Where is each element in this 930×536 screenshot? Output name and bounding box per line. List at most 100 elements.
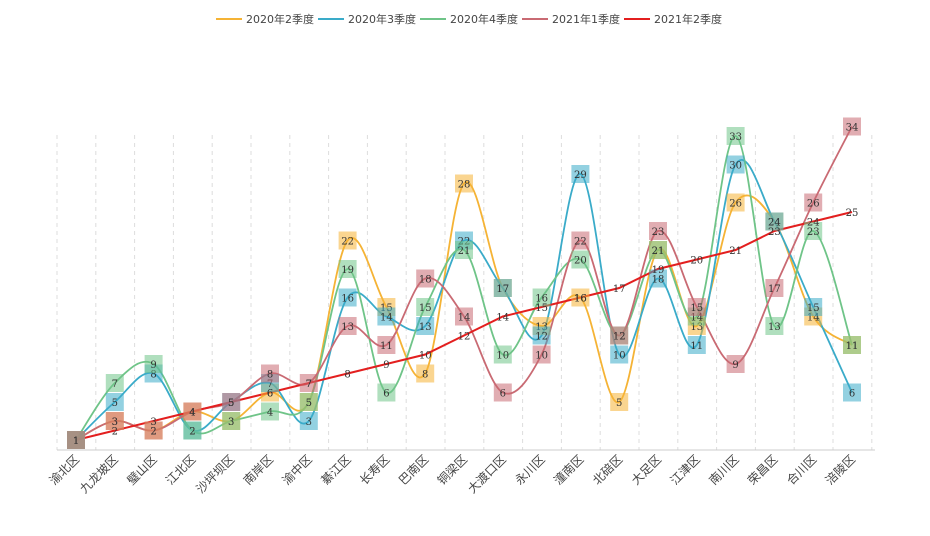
data-label-text: 10 (419, 351, 432, 362)
data-label-text: 12 (458, 332, 471, 343)
data-label-box (571, 250, 590, 269)
data-label-box (765, 279, 784, 297)
data-label: 6 (377, 383, 396, 402)
data-label-box (610, 393, 629, 411)
data-label-text: 11 (846, 341, 859, 352)
data-label-text: 10 (535, 351, 548, 362)
data-label-text: 10 (613, 351, 626, 362)
data-label-text: 6 (849, 389, 855, 400)
data-label-box (843, 383, 861, 402)
data-label: 22 (338, 231, 357, 250)
data-label-box (416, 364, 435, 383)
data-label-box (493, 383, 512, 402)
data-label-text: 15 (807, 303, 820, 314)
data-label-box (726, 355, 745, 373)
data-label: 19 (338, 260, 357, 278)
series-lines (75, 126, 853, 441)
data-label: 8 (416, 364, 435, 383)
data-label: 17 (765, 279, 784, 297)
data-label: 28 (455, 174, 473, 193)
data-label: 5 (105, 393, 124, 411)
data-label: 23 (649, 222, 667, 240)
legend-item[interactable]: 2020年4季度 (420, 12, 518, 26)
data-label-text: 22 (341, 237, 354, 248)
data-label-box (493, 345, 512, 364)
data-labels: 1324365221582817131652113262414111582573… (67, 117, 861, 449)
legend-item[interactable]: 2020年2季度 (216, 12, 314, 26)
data-label: 20 (690, 256, 703, 267)
data-label-box (649, 269, 667, 288)
x-tick-label: 大足区 (629, 452, 664, 487)
legend: 2020年2季度 2020年3季度 2020年4季度 2021年1季度 2021年2季度 (216, 12, 722, 26)
data-label-text: 12 (613, 332, 626, 343)
data-label-text: 16 (535, 294, 548, 305)
data-label-box (261, 402, 279, 421)
data-label-box (299, 393, 318, 411)
data-label-text: 4 (189, 408, 195, 419)
data-label-box (416, 269, 435, 288)
data-label: 16 (574, 294, 587, 305)
data-label: 1 (73, 436, 79, 447)
x-tick-label: 渝北区 (46, 452, 82, 488)
data-label: 26 (726, 193, 745, 212)
data-label: 5 (228, 398, 234, 409)
data-label-box (571, 165, 590, 183)
data-label-text: 23 (768, 227, 781, 238)
data-label: 10 (610, 345, 629, 364)
data-label-text: 30 (729, 161, 742, 172)
data-label-text: 2 (112, 427, 118, 438)
data-label: 11 (377, 336, 396, 354)
x-tick-label: 合川区 (783, 452, 819, 488)
data-label: 12 (458, 332, 471, 343)
data-label-box (338, 260, 357, 278)
data-label-text: 17 (496, 284, 509, 295)
data-label-text: 15 (535, 303, 548, 314)
data-label-text: 14 (690, 313, 703, 324)
data-label: 7 (105, 374, 124, 392)
legend-label: 2020年2季度 (246, 12, 314, 26)
data-label-text: 7 (306, 379, 312, 390)
data-label-text: 24 (807, 218, 820, 229)
data-label: 4 (183, 402, 202, 421)
data-label-box (532, 326, 551, 345)
data-label-text: 9 (150, 360, 156, 371)
data-label-text: 4 (189, 408, 195, 419)
data-label-box (299, 412, 318, 430)
data-label-text: 5 (306, 398, 312, 409)
data-label-box (299, 374, 318, 392)
data-label: 4 (261, 402, 279, 421)
data-label: 13 (765, 317, 784, 335)
data-label: 16 (338, 288, 357, 307)
data-label-box (338, 317, 357, 335)
data-label: 13 (338, 317, 357, 335)
x-tick-label: 江北区 (163, 452, 198, 487)
data-label: 25 (846, 208, 859, 219)
data-label-box (183, 402, 202, 421)
x-tick-label: 铜梁区 (434, 452, 470, 488)
data-label: 5 (222, 393, 241, 411)
data-label-box (610, 326, 629, 345)
data-label-text: 8 (344, 370, 350, 381)
x-tick-label: 永川区 (512, 452, 547, 487)
data-label-text: 19 (652, 265, 665, 276)
data-label: 21 (729, 246, 742, 257)
legend-label: 2020年3季度 (348, 12, 416, 26)
legend-label: 2021年2季度 (654, 12, 722, 26)
data-label-text: 29 (574, 170, 587, 181)
data-label-box (455, 174, 473, 193)
data-label-text: 23 (807, 227, 820, 238)
data-label-text: 13 (341, 322, 354, 333)
data-label-text: 15 (690, 303, 703, 314)
data-label-text: 20 (574, 256, 587, 267)
data-label-box (377, 383, 396, 402)
data-label-text: 23 (652, 227, 665, 238)
data-label-box (455, 241, 473, 259)
legend-item[interactable]: 2021年1季度 (522, 12, 620, 26)
data-label-box (687, 336, 706, 354)
data-label: 1 (67, 431, 85, 449)
legend-item[interactable]: 2020年3季度 (318, 12, 416, 26)
legend-item[interactable]: 2021年2季度 (624, 12, 722, 26)
data-label-text: 5 (228, 398, 234, 409)
data-label-text: 15 (419, 303, 432, 314)
data-label: 18 (649, 269, 667, 288)
